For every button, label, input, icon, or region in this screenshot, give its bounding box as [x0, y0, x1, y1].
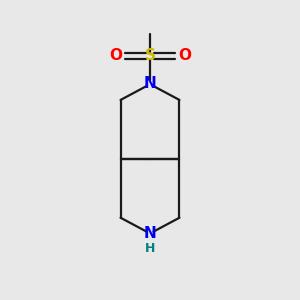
Text: N: N	[144, 226, 156, 242]
Text: N: N	[144, 76, 156, 91]
Text: O: O	[109, 48, 122, 63]
Text: O: O	[178, 48, 191, 63]
Text: H: H	[145, 242, 155, 254]
Text: S: S	[145, 48, 155, 63]
